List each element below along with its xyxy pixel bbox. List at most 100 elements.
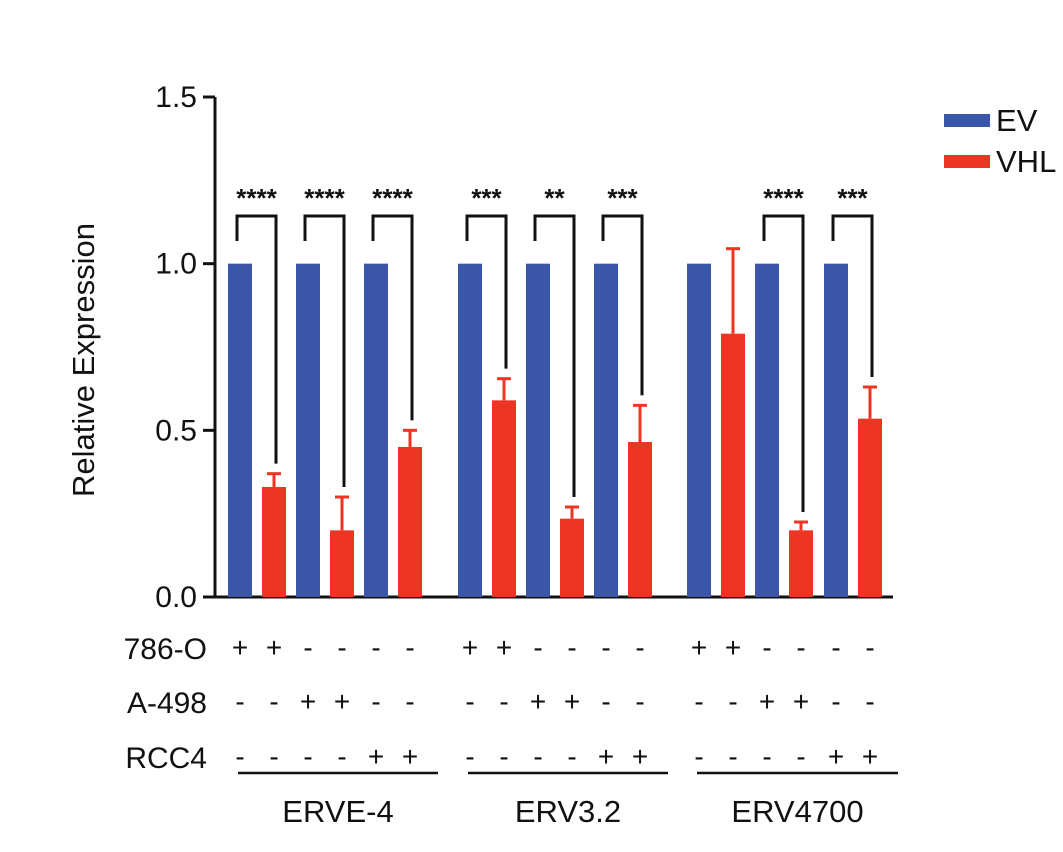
condition-mark: + — [564, 686, 580, 717]
y-tick-label: 0.0 — [155, 581, 197, 614]
condition-mark: - — [831, 632, 840, 663]
bar-vhl — [858, 418, 882, 597]
condition-mark: + — [793, 686, 809, 717]
legend: EV VHL — [944, 103, 1056, 179]
significance-label: **** — [763, 183, 804, 213]
condition-mark: - — [371, 686, 380, 717]
bar-vhl — [262, 487, 286, 597]
significance-label: *** — [837, 183, 868, 213]
condition-mark: + — [300, 686, 316, 717]
significance-bracket — [371, 214, 414, 421]
significance-bracket — [303, 214, 346, 487]
condition-mark: + — [759, 686, 775, 717]
bar-vhl — [492, 400, 516, 597]
condition-table: 786-O + + - - - - + + - - - - + + - - - -A-498- - + + - - - - + + - -… — [124, 632, 898, 829]
legend-swatch-ev — [944, 114, 990, 127]
bar-ev — [458, 263, 482, 597]
condition-mark: - — [405, 686, 414, 717]
group-label: ERV3.2 — [515, 794, 621, 829]
bars — [228, 247, 882, 597]
condition-mark: - — [337, 741, 346, 772]
condition-mark: + — [632, 741, 648, 772]
condition-mark: - — [728, 686, 737, 717]
condition-row-label: A-498 — [127, 687, 207, 720]
condition-mark: - — [831, 686, 840, 717]
significance-label: *** — [607, 183, 638, 213]
condition-mark: - — [533, 632, 542, 663]
condition-mark: - — [405, 632, 414, 663]
condition-mark: - — [762, 741, 771, 772]
condition-mark: - — [465, 741, 474, 772]
condition-mark: + — [725, 632, 741, 663]
condition-mark: - — [635, 632, 644, 663]
bar-ev — [755, 263, 779, 597]
significance-label: *** — [471, 183, 502, 213]
condition-mark: - — [865, 632, 874, 663]
bar-ev — [526, 263, 550, 597]
y-tick-label: 0.5 — [155, 414, 197, 447]
condition-mark: + — [530, 686, 546, 717]
condition-row-label: 786-O — [124, 633, 207, 666]
legend-swatch-vhl — [944, 155, 990, 168]
significance-label: **** — [372, 183, 413, 213]
bar-ev — [687, 263, 711, 597]
condition-mark: - — [499, 741, 508, 772]
condition-mark: - — [235, 686, 244, 717]
significance-bracket — [533, 214, 576, 497]
significance-label: **** — [236, 183, 277, 213]
significance-bracket — [762, 214, 805, 512]
condition-mark: - — [303, 632, 312, 663]
group-label: ERV4700 — [731, 794, 863, 829]
legend-label-vhl: VHL — [996, 144, 1056, 179]
condition-mark: + — [402, 741, 418, 772]
condition-mark: - — [762, 632, 771, 663]
group-label: ERVE-4 — [282, 794, 393, 829]
condition-mark: - — [337, 632, 346, 663]
y-axis-title: Relative Expression — [66, 223, 101, 497]
significance-bracket — [601, 214, 644, 396]
bar-ev — [364, 263, 388, 597]
condition-mark: - — [533, 741, 542, 772]
axes: 0.0 0.5 1.0 1.5 Relative Expression — [66, 81, 893, 614]
condition-mark: + — [828, 741, 844, 772]
condition-mark: - — [303, 741, 312, 772]
condition-mark: - — [635, 686, 644, 717]
condition-mark: - — [499, 686, 508, 717]
bar-vhl — [330, 530, 354, 597]
bar-ev — [824, 263, 848, 597]
condition-mark: - — [269, 686, 278, 717]
condition-mark: - — [694, 686, 703, 717]
condition-mark: - — [796, 632, 805, 663]
condition-mark: - — [601, 686, 610, 717]
condition-mark: + — [334, 686, 350, 717]
condition-mark: + — [368, 741, 384, 772]
y-tick-label: 1.5 — [155, 81, 197, 114]
condition-mark: - — [796, 741, 805, 772]
condition-mark: + — [862, 741, 878, 772]
significance-bracket — [235, 214, 278, 464]
bar-vhl — [721, 333, 745, 597]
bar-vhl — [789, 530, 813, 597]
condition-mark: - — [269, 741, 278, 772]
condition-mark: + — [232, 632, 248, 663]
condition-mark: - — [567, 632, 576, 663]
condition-mark: - — [865, 686, 874, 717]
condition-mark: - — [465, 686, 474, 717]
bar-ev — [228, 263, 252, 597]
legend-label-ev: EV — [996, 103, 1038, 138]
condition-mark: - — [235, 741, 244, 772]
condition-mark: + — [462, 632, 478, 663]
condition-mark: + — [598, 741, 614, 772]
y-tick-label: 1.0 — [155, 248, 197, 281]
condition-mark: - — [567, 741, 576, 772]
significance-label: **** — [304, 183, 345, 213]
bar-vhl — [560, 518, 584, 597]
bar-ev — [296, 263, 320, 597]
condition-mark: - — [371, 632, 380, 663]
bar-vhl — [628, 442, 652, 597]
condition-mark: + — [266, 632, 282, 663]
significance-brackets: **** **** **** *** ** *** **** *** — [235, 183, 874, 512]
condition-mark: - — [601, 632, 610, 663]
significance-label: ** — [544, 183, 565, 213]
